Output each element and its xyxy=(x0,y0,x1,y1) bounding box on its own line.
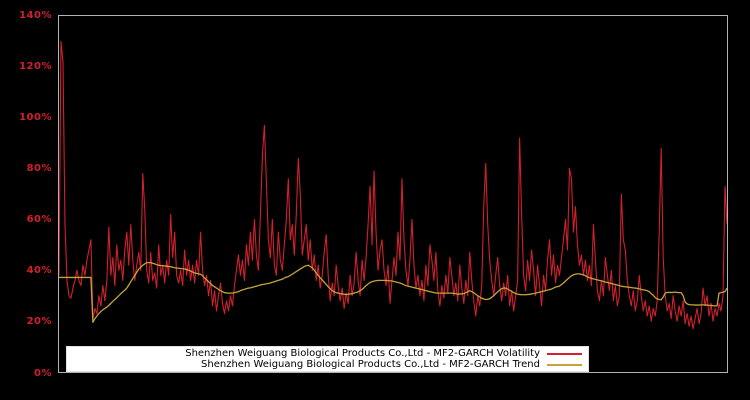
legend-row-volatility: Shenzhen Weiguang Biological Products Co… xyxy=(67,348,582,359)
y-axis-label-40%: 40% xyxy=(26,265,52,277)
legend: Shenzhen Weiguang Biological Products Co… xyxy=(66,346,589,372)
y-axis-label-80%: 80% xyxy=(26,162,52,174)
y-axis-label-0%: 0% xyxy=(34,367,52,379)
trend-line xyxy=(59,261,727,324)
chart-canvas xyxy=(59,40,727,330)
y-axis-label-140%: 140% xyxy=(19,9,52,21)
legend-trend-line-sample xyxy=(547,363,582,366)
legend-volatility-line-sample xyxy=(547,352,582,355)
y-axis-label-20%: 20% xyxy=(26,316,52,328)
y-axis-label-100%: 100% xyxy=(19,111,52,123)
y-axis-label-60%: 60% xyxy=(26,214,52,226)
volatility-line xyxy=(59,40,727,330)
legend-row-trend: Shenzhen Weiguang Biological Products Co… xyxy=(67,359,582,370)
legend-volatility-label: Shenzhen Weiguang Biological Products Co… xyxy=(185,348,540,359)
plot-area xyxy=(58,15,728,373)
legend-trend-label: Shenzhen Weiguang Biological Products Co… xyxy=(201,359,540,370)
y-axis-label-120%: 120% xyxy=(19,60,52,72)
